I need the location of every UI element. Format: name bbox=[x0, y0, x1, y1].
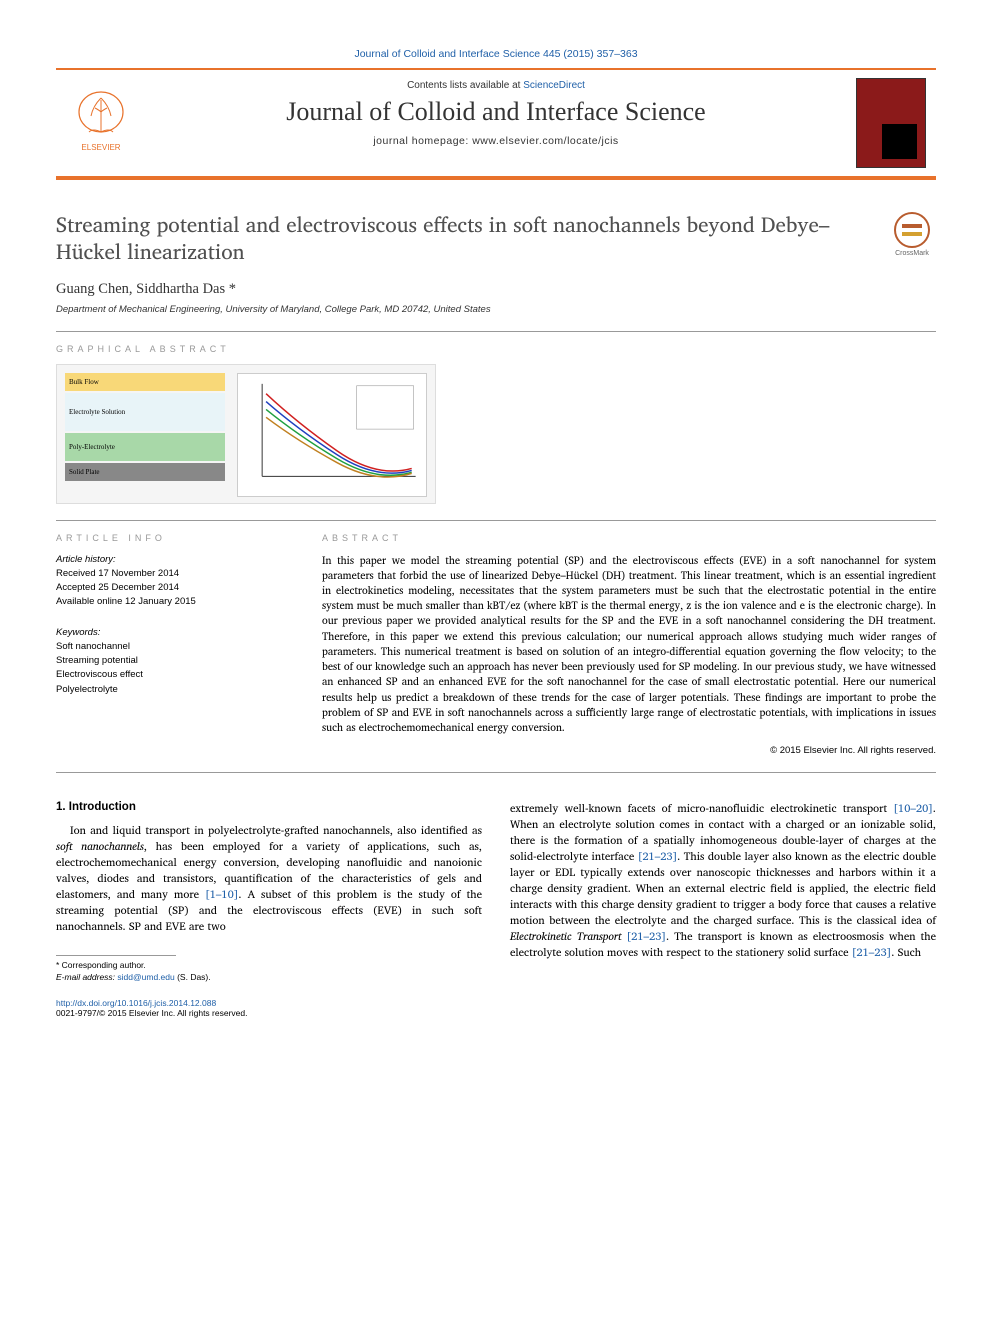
footnote-rule bbox=[56, 955, 176, 956]
journal-reference: Journal of Colloid and Interface Science… bbox=[56, 48, 936, 60]
intro-paragraph-1: Ion and liquid transport in polyelectrol… bbox=[56, 823, 482, 935]
divider bbox=[56, 331, 936, 332]
keyword: Electroviscous effect bbox=[56, 668, 286, 682]
history-label: Article history: bbox=[56, 553, 286, 567]
email-label: E-mail address: bbox=[56, 972, 117, 982]
issn-copyright: 0021-9797/© 2015 Elsevier Inc. All right… bbox=[56, 1008, 482, 1018]
article-history: Article history: Received 17 November 20… bbox=[56, 553, 286, 610]
authors: Guang Chen, Siddhartha Das * bbox=[56, 281, 936, 298]
copyright: © 2015 Elsevier Inc. All rights reserved… bbox=[322, 745, 936, 756]
journal-header: ELSEVIER Contents lists available at Sci… bbox=[56, 68, 936, 180]
article-info-label: article info bbox=[56, 533, 286, 543]
journal-cover-container bbox=[846, 70, 936, 176]
keyword: Streaming potential bbox=[56, 654, 286, 668]
abstract-label: abstract bbox=[322, 533, 936, 543]
keywords-label: Keywords: bbox=[56, 626, 286, 640]
keyword: Soft nanochannel bbox=[56, 640, 286, 654]
email-footnote: E-mail address: sidd@umd.edu (S. Das). bbox=[56, 972, 482, 984]
keyword: Polyelectrolyte bbox=[56, 683, 286, 697]
introduction-heading: 1. Introduction bbox=[56, 801, 482, 813]
accepted-date: Accepted 25 December 2014 bbox=[56, 581, 286, 595]
keywords-block: Keywords: Soft nanochannel Streaming pot… bbox=[56, 626, 286, 697]
contents-prefix: Contents lists available at bbox=[407, 80, 523, 91]
graphical-abstract-section: graphical abstract Bulk Flow Electrolyte… bbox=[56, 344, 936, 504]
journal-title: Journal of Colloid and Interface Science bbox=[146, 97, 846, 127]
crossmark-label: CrossMark bbox=[888, 250, 936, 257]
elsevier-text: ELSEVIER bbox=[81, 143, 120, 152]
body-columns: 1. Introduction Ion and liquid transport… bbox=[56, 801, 936, 1017]
intro-paragraph-continued: extremely well-known facets of micro-nan… bbox=[510, 801, 936, 960]
ga-solid-plate: Solid Plate bbox=[65, 463, 225, 481]
article-info-abstract-row: article info Article history: Received 1… bbox=[56, 533, 936, 757]
divider bbox=[56, 520, 936, 521]
email-suffix: (S. Das). bbox=[175, 972, 211, 982]
text-run: . Such bbox=[891, 943, 921, 961]
sciencedirect-link[interactable]: ScienceDirect bbox=[523, 80, 585, 91]
publisher-logo-container: ELSEVIER bbox=[56, 70, 146, 176]
doi-link[interactable]: http://dx.doi.org/10.1016/j.jcis.2014.12… bbox=[56, 998, 216, 1008]
received-date: Received 17 November 2014 bbox=[56, 567, 286, 581]
graphical-abstract-label: graphical abstract bbox=[56, 344, 936, 354]
crossmark-icon bbox=[894, 212, 930, 248]
available-date: Available online 12 January 2015 bbox=[56, 595, 286, 609]
ga-polyelectrolyte: Poly-Electrolyte bbox=[65, 433, 225, 461]
journal-homepage: journal homepage: www.elsevier.com/locat… bbox=[146, 135, 846, 147]
doi-block: http://dx.doi.org/10.1016/j.jcis.2014.12… bbox=[56, 998, 482, 1018]
citation-link[interactable]: [21–23] bbox=[852, 943, 892, 961]
journal-cover-thumbnail bbox=[856, 78, 926, 168]
divider bbox=[56, 772, 936, 773]
contents-available-line: Contents lists available at ScienceDirec… bbox=[146, 80, 846, 91]
article-title: Streaming potential and electroviscous e… bbox=[56, 212, 868, 267]
crossmark-badge[interactable]: CrossMark bbox=[888, 212, 936, 257]
abstract-text: In this paper we model the streaming pot… bbox=[322, 553, 936, 736]
elsevier-tree-logo-icon: ELSEVIER bbox=[71, 88, 131, 158]
affiliation: Department of Mechanical Engineering, Un… bbox=[56, 304, 936, 315]
email-link[interactable]: sidd@umd.edu bbox=[117, 972, 174, 982]
graphical-abstract-image: Bulk Flow Electrolyte Solution Poly-Elec… bbox=[56, 364, 436, 504]
ga-bulk-flow: Bulk Flow bbox=[65, 373, 225, 391]
ga-chart bbox=[237, 373, 427, 497]
corresponding-author: * Corresponding author. bbox=[56, 960, 482, 972]
ga-electrolyte: Electrolyte Solution bbox=[65, 393, 225, 431]
